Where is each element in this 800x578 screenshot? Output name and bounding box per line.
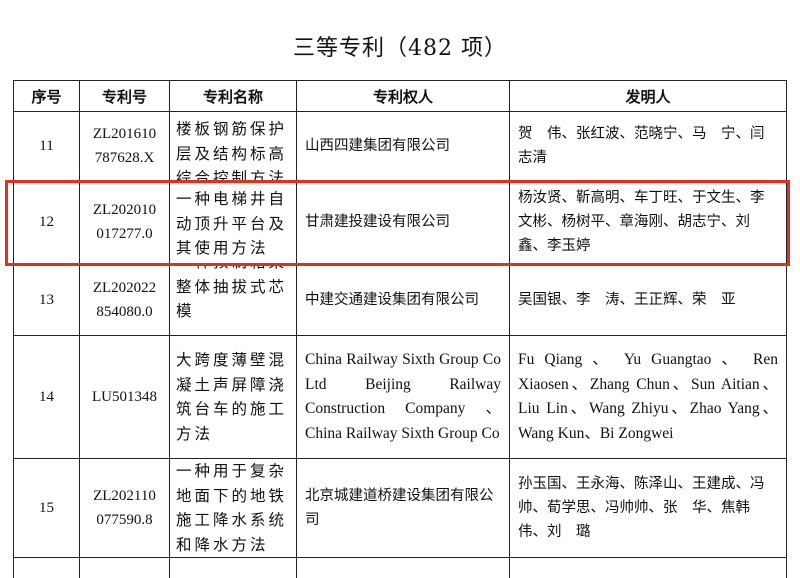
patent-number-line: LU501348 [92,389,157,405]
patent-name: 一种电梯井自动顶升平台及其使用方法 [176,190,288,257]
inventors: 孙玉国、王永海、陈泽山、王建成、冯 帅、荀学思、冯帅帅、张 华、焦韩伟、刘 璐 [510,459,787,557]
patent-number: ZL202110 077590.8 [80,459,170,557]
patent-number: LU501348 [80,336,170,458]
cell [170,558,297,578]
cell [80,558,170,578]
table-row: 14 LU501348 大跨度薄壁混凝土声屏障浇筑台车的施工方法 China R… [13,336,787,459]
table-row: 15 ZL202110 077590.8 一种用于复杂地面下的地铁施工降水系统和降… [13,459,787,558]
table-row: 13 ZL202022 854080.0 一种预制箱梁整体抽拔式芯模 中建交通建设… [13,264,787,336]
header-holder: 专利权人 [297,81,510,111]
patent-holder: 中建交通建设集团有限公司 [297,264,510,335]
header-index: 序号 [13,81,80,111]
patent-holder: 山西四建集团有限公司 [297,111,510,180]
patent-holder: 北京城建道桥建设集团有限公司 [297,459,510,557]
cell [13,558,80,578]
header-patent-no: 专利号 [80,81,170,111]
patent-name: 大跨度薄壁混凝土声屏障浇筑台车的施工方法 [176,351,288,443]
patent-name-cell: 楼板钢筋保护层及结构标高综合控制方法 [170,111,297,180]
patent-number-line: ZL202022 [92,279,157,296]
patent-number-line: 077590.8 [96,512,153,528]
cell [297,558,510,578]
patent-number-line: ZL202110 [93,488,156,504]
patent-name-cell: 大跨度薄壁混凝土声屏障浇筑台车的施工方法 [170,336,297,458]
section-title: 三等专利（482 项） [293,36,507,61]
table-row: 11 ZL201610 787628.X 楼板钢筋保护层及结构标高综合控制方法 山… [13,111,787,181]
patent-name: 楼板钢筋保护层及结构标高综合控制方法 [176,120,288,180]
inventors: 吴国银、李 涛、王正辉、荣 亚 [510,264,787,335]
cell [510,558,787,578]
header-inventors: 发明人 [510,81,787,111]
patent-name-cell: 一种用于复杂地面下的地铁施工降水系统和降水方法 [170,459,297,557]
row-index: 14 [13,336,80,458]
row-index: 13 [13,264,80,335]
row-index: 12 [13,181,80,263]
row-index: 11 [13,111,80,180]
patent-number-line: ZL202010 [92,202,157,218]
patent-number-line: 787628.X [94,149,155,166]
patent-number: ZL201610 787628.X [80,111,170,180]
inventors: 杨汝贤、靳高明、车丁旺、于文生、李文彬、杨树平、章海刚、胡志宁、刘 鑫、李玉婷 [510,181,787,263]
patent-number-line: 854080.0 [96,303,153,320]
inventors: 贺 伟、张红波、范晓宁、马 宁、闫志清 [510,111,787,180]
patent-name-cell: 一种预制箱梁整体抽拔式芯模 [170,264,297,335]
table-header-row: 序号 专利号 专利名称 专利权人 发明人 [13,80,787,112]
table-row-partial [13,558,787,578]
patent-name: 一种预制箱梁整体抽拔式芯模 [176,264,288,320]
patent-number: ZL202010 017277.0 [80,181,170,263]
highlight-box [5,180,790,266]
patent-holder: 甘肃建投建设有限公司 [297,181,510,263]
patent-number-line: 017277.0 [96,226,153,242]
patent-number: ZL202022 854080.0 [80,264,170,335]
patent-name: 一种用于复杂地面下的地铁施工降水系统和降水方法 [176,462,288,554]
row-index: 15 [13,459,80,557]
patent-holder: China Railway Sixth Group Co Ltd Beijing… [297,336,510,458]
header-patent-name: 专利名称 [170,81,297,111]
patent-name-cell: 一种电梯井自动顶升平台及其使用方法 [170,181,297,263]
patent-number-line: ZL201610 [92,125,157,142]
inventors: Fu Qiang 、 Yu Guangtao 、 Ren Xiaosen、Zha… [510,336,787,458]
